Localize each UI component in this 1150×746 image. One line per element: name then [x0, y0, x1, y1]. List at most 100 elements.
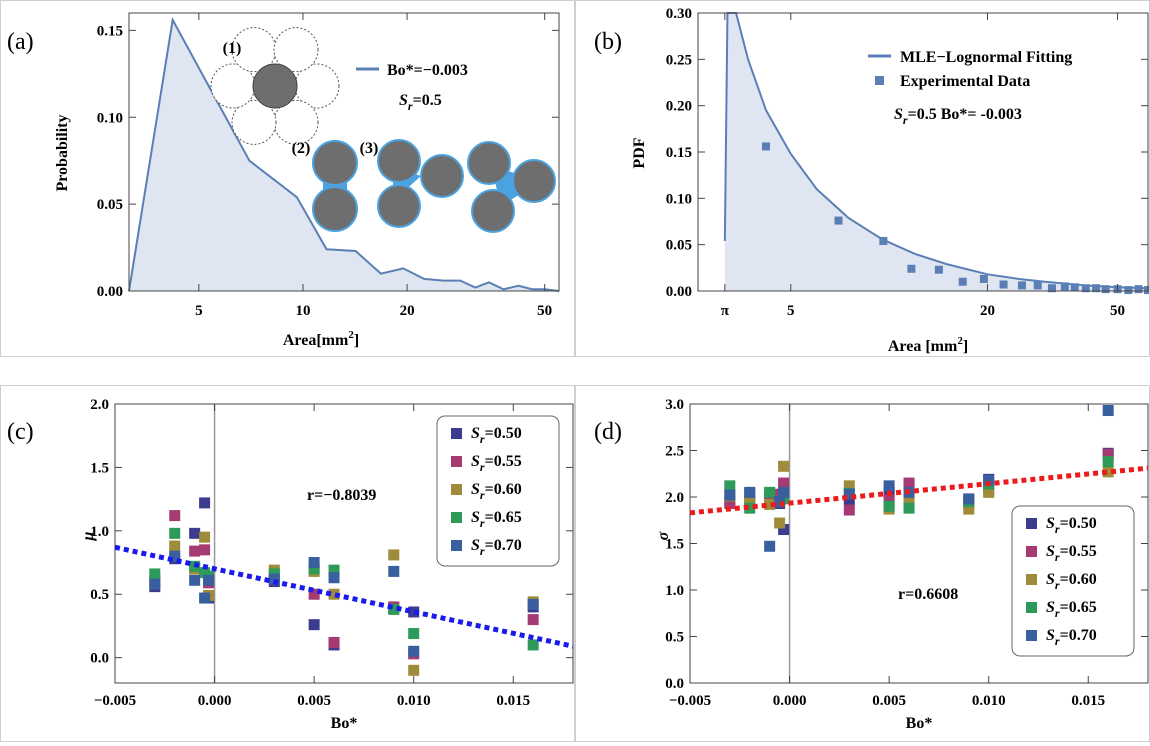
legend-label: Sr=0.55: [471, 453, 522, 474]
data-point: [883, 500, 895, 512]
legend-sub: r: [480, 432, 485, 446]
chart-c: −0.005 0.000 0.005 0.010 0.015 0.0 0.5 1.0 1.5 2.…: [80, 397, 574, 732]
panel-label-b: (b): [594, 29, 622, 55]
x-axis-label: Area[mm2]: [283, 329, 359, 349]
data-point: [199, 544, 211, 556]
legend-value: =0.50: [1060, 515, 1097, 532]
x-axis-label: Area [mm2]: [888, 335, 968, 355]
y-tick-label: 0.05: [97, 197, 123, 213]
data-point: [907, 264, 916, 273]
legend-marker: [451, 540, 462, 551]
x-tick-label: π: [721, 303, 730, 319]
x-tick-label: 20: [980, 303, 995, 319]
legend-s: S: [471, 425, 480, 442]
grain-center: [252, 63, 298, 109]
data-point: [1102, 466, 1114, 478]
data-point: [408, 645, 420, 657]
data-point: [527, 639, 539, 651]
data-point: [1124, 286, 1133, 295]
data-point: [883, 494, 895, 506]
legend-marker: [1026, 546, 1037, 557]
data-point: [527, 598, 539, 610]
chart-d: −0.005 0.000 0.005 0.010 0.015 0.0 0.5 1.0 1.5 2.…: [655, 397, 1149, 732]
x-axis-label: Bo*: [331, 715, 358, 732]
legend-sub: r: [480, 460, 485, 474]
sr-symbol: S: [399, 92, 408, 109]
data-point: [388, 603, 400, 615]
plot-frame: [114, 403, 574, 684]
data-point: [1081, 284, 1090, 293]
legend-s: S: [1046, 515, 1055, 532]
panel-label-c: (c): [7, 419, 34, 445]
data-point: [149, 578, 161, 590]
legend-label: Sr=0.50: [1046, 515, 1097, 536]
data-point: [328, 588, 340, 600]
y-tick-label: 1.0: [90, 524, 109, 540]
sr-annotation: Sr=0.5 Bo*= -0.003: [894, 106, 1022, 127]
legend-s: S: [1046, 571, 1055, 588]
legend-s: S: [471, 481, 480, 498]
data-point: [934, 265, 943, 274]
x-axis-label-sup: 2: [348, 329, 354, 341]
data-point: [774, 517, 786, 529]
data-point: [834, 216, 843, 225]
data-point: [1134, 285, 1143, 294]
y-axis-label: Probability: [54, 114, 71, 191]
correlation-annotation: r=−0.8039: [307, 487, 376, 504]
y-tick-label: 0.10: [666, 191, 692, 207]
fit-line: [689, 465, 1149, 516]
legend-label: Sr=0.60: [471, 481, 522, 502]
legend-marker: [451, 512, 462, 523]
legend-value: =0.60: [1060, 571, 1097, 588]
data-point: [388, 565, 400, 577]
data-point: [199, 497, 211, 509]
legend-label: Sr=0.65: [471, 509, 522, 530]
data-point: [308, 563, 320, 575]
legend-label: Bo*=−0.003: [387, 62, 468, 79]
y-axis-label: μ: [80, 531, 97, 541]
x-tick-label: 0.010: [397, 693, 431, 709]
data-point: [764, 540, 776, 552]
legend-value: =0.70: [1060, 627, 1097, 644]
panel-c: (c) −0.005 0.000 0.005 0.010 0.015 0.0 0.5 1.0 1…: [0, 385, 575, 742]
legend-value: =0.65: [1060, 599, 1097, 616]
data-point: [958, 277, 967, 286]
data-point: [1070, 283, 1079, 292]
area-fill: [724, 13, 1148, 291]
sr-annotation: Sr=0.5: [399, 92, 442, 113]
legend-value: =0.50: [485, 425, 522, 442]
data-point: [189, 574, 201, 586]
legend-marker: [1026, 518, 1037, 529]
data-point: [843, 504, 855, 516]
legend-sub: r: [1055, 578, 1060, 592]
legend-sub: r: [1055, 522, 1060, 536]
legend-label: Sr=0.60: [1046, 571, 1097, 592]
data-point: [744, 486, 756, 498]
data-point: [149, 568, 161, 580]
legend-s: S: [471, 509, 480, 526]
data-point: [203, 574, 215, 586]
data-point: [983, 474, 995, 486]
x-tick-label: 50: [537, 303, 552, 319]
legend-sub: r: [480, 544, 485, 558]
legend-marker: [1026, 574, 1037, 585]
grain: [377, 184, 421, 228]
legend-marker: [451, 456, 462, 467]
y-tick-label: 0.5: [90, 587, 109, 603]
inset-label: (2): [292, 140, 311, 157]
x-axis-label-end: ]: [963, 338, 968, 355]
legend-value: =0.65: [485, 509, 522, 526]
data-point: [328, 572, 340, 584]
y-tick-label: 1.5: [90, 460, 109, 476]
grain: [467, 141, 511, 185]
x-tick-label: 0.000: [198, 693, 232, 709]
panel-a: (a) 5 10 20 50 0.00 0.05 0.10 0.15 Area[mm2] Prob…: [0, 0, 575, 357]
legend-marker: [451, 484, 462, 495]
data-point: [883, 480, 895, 492]
data-point: [1033, 281, 1042, 290]
correlation-annotation: r=0.6608: [898, 586, 958, 603]
sr-subscript: r: [903, 113, 908, 127]
grain-outline: [273, 27, 319, 73]
legend-label: MLE−Lognormal Fitting: [900, 49, 1072, 66]
inset-label: (1): [223, 40, 242, 57]
